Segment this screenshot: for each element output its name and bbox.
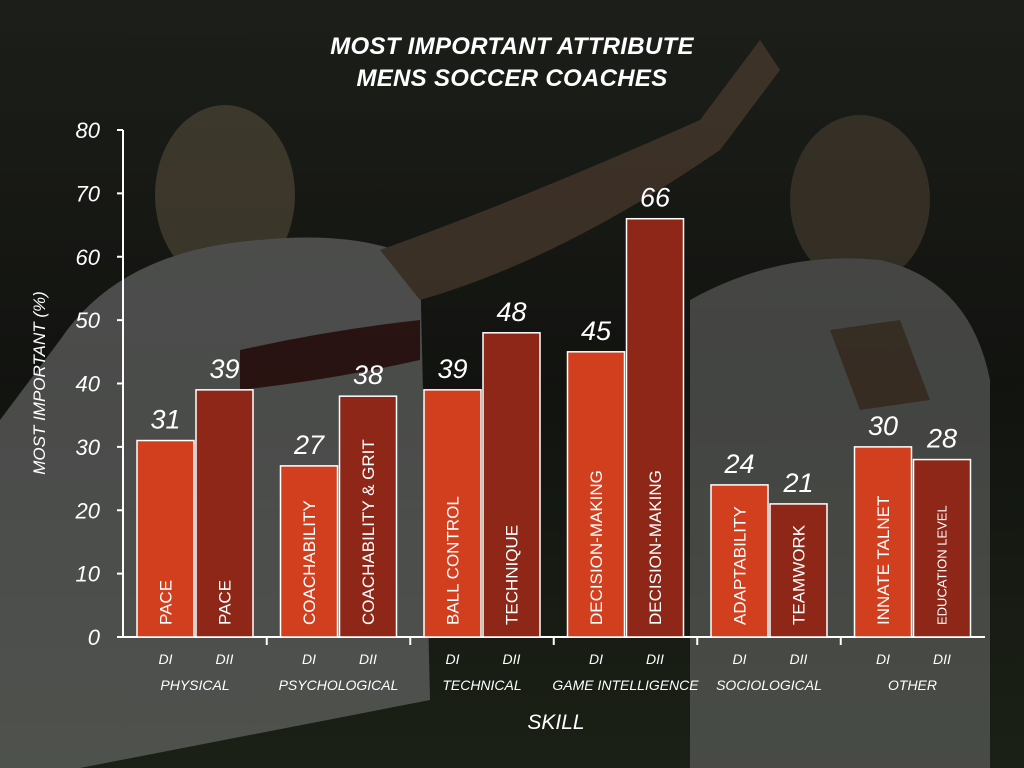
bar-category-label: COACHABILITY & GRIT <box>359 439 378 625</box>
bar-value-label: 27 <box>293 430 325 460</box>
bar-category-label: INNATE TALNET <box>874 496 893 625</box>
bar-category-label: ADAPTABILITY <box>730 506 749 625</box>
bar <box>853 446 913 638</box>
division-label: DI <box>302 651 316 667</box>
chart-title-line-2: MENS SOCCER COACHES <box>356 65 668 92</box>
x-axis-title: SKILL <box>527 711 584 734</box>
bar <box>769 503 828 638</box>
bar-value-label: 66 <box>640 183 671 213</box>
bar-value-label: 39 <box>209 354 239 384</box>
bar-category-label: PACE <box>156 580 175 625</box>
y-tick-label: 30 <box>76 435 101 460</box>
player-right-silhouette <box>690 115 990 768</box>
bar-category-label: DECISION-MAKING <box>646 470 665 625</box>
bar <box>482 332 541 638</box>
group-label: TECHNICAL <box>442 677 521 693</box>
bar <box>279 465 339 638</box>
bar-category-label: COACHABILITY <box>300 500 319 625</box>
y-tick-label: 70 <box>76 181 101 206</box>
bar <box>338 395 398 638</box>
bar-category-label: BALL CONTROL <box>443 496 462 625</box>
division-label: DII <box>646 651 664 667</box>
bar-category-label: TEAMWORK <box>789 524 808 625</box>
bar-value-label: 30 <box>868 411 898 441</box>
division-label: DI <box>159 651 173 667</box>
bar-category-label: TECHNIQUE <box>502 525 521 625</box>
y-axis-title: MOST IMPORTANT (%) <box>30 291 49 475</box>
division-label: DII <box>359 651 377 667</box>
division-label: DII <box>933 651 951 667</box>
division-label: DI <box>733 651 747 667</box>
bar <box>423 389 482 638</box>
bar-value-label: 31 <box>150 405 180 435</box>
y-tick-label: 80 <box>76 118 101 143</box>
division-label: DII <box>790 651 808 667</box>
y-tick-label: 0 <box>88 625 101 650</box>
bar-value-label: 28 <box>926 424 957 454</box>
division-label: DI <box>589 651 603 667</box>
y-tick-label: 50 <box>76 308 101 333</box>
y-tick-label: 40 <box>76 372 101 397</box>
group-label: PSYCHOLOGICAL <box>279 677 399 693</box>
bar <box>710 484 769 638</box>
chart-title-line-1: MOST IMPORTANT ATTRIBUTE <box>330 33 694 60</box>
bar-value-label: 21 <box>782 468 813 498</box>
y-tick-label: 20 <box>75 498 101 523</box>
bar-category-label: PACE <box>215 580 234 625</box>
bar <box>912 458 972 638</box>
division-label: DII <box>216 651 234 667</box>
bar <box>195 389 254 638</box>
bar-value-label: 24 <box>723 449 754 479</box>
division-label: DI <box>876 651 890 667</box>
group-label: SOCIOLOGICAL <box>716 677 822 693</box>
group-label: GAME INTELLIGENCE <box>552 677 699 693</box>
bar-value-label: 39 <box>437 354 467 384</box>
bar-value-label: 48 <box>496 297 526 327</box>
group-label: OTHER <box>888 677 937 693</box>
bar <box>625 217 685 638</box>
bar-category-label: DECISION-MAKING <box>587 470 606 625</box>
bar-value-label: 38 <box>353 360 383 390</box>
y-tick-label: 10 <box>76 562 101 587</box>
bar-value-label: 45 <box>581 316 612 346</box>
y-tick-label: 60 <box>76 245 101 270</box>
bar <box>136 439 195 638</box>
division-label: DI <box>446 651 460 667</box>
group-label: PHYSICAL <box>160 677 229 693</box>
bar <box>566 351 626 638</box>
bar-category-label: EDUCATION LEVEL <box>935 505 950 625</box>
division-label: DII <box>503 651 521 667</box>
